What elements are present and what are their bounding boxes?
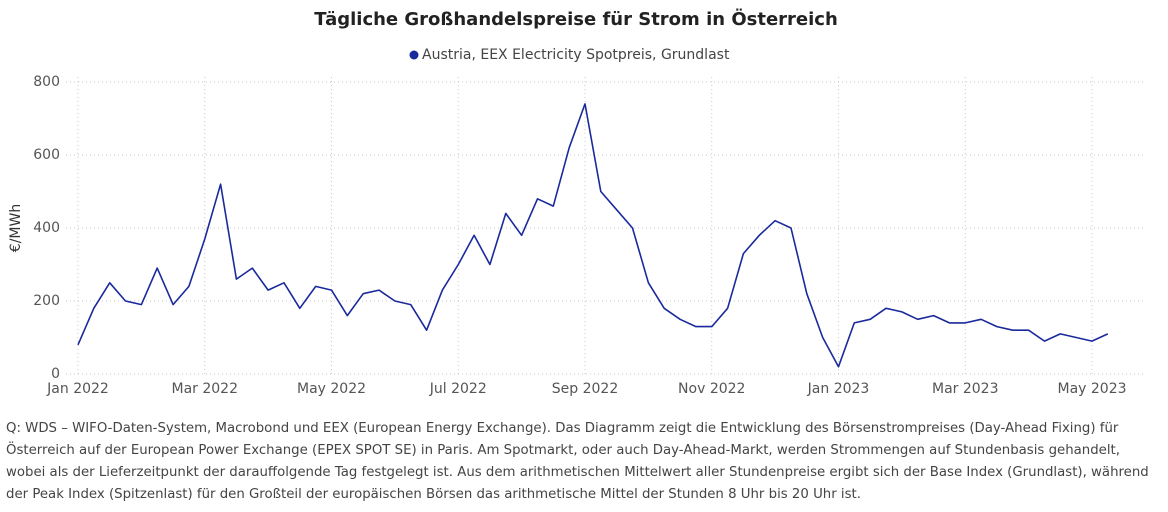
legend-marker bbox=[409, 50, 419, 60]
x-tick-label: Mar 2023 bbox=[932, 381, 999, 397]
x-tick-label: May 2023 bbox=[1057, 381, 1126, 397]
line-series bbox=[77, 103, 1109, 368]
chart-title: Tägliche Großhandelspreise für Strom in … bbox=[314, 8, 838, 30]
x-tick-label: Jan 2022 bbox=[46, 381, 109, 397]
x-tick-label: Mar 2022 bbox=[172, 381, 239, 397]
x-tick-label: Jan 2023 bbox=[807, 381, 870, 397]
x-tick-label: May 2022 bbox=[297, 381, 366, 397]
legend-label: Austria, EEX Electricity Spotpreis, Grun… bbox=[422, 47, 730, 63]
x-tick-label: Nov 2022 bbox=[678, 381, 745, 397]
y-tick-label: 800 bbox=[33, 74, 60, 90]
y-tick-label: 600 bbox=[33, 147, 60, 163]
x-tick-label: Sep 2022 bbox=[552, 381, 618, 397]
y-tick-label: 0 bbox=[51, 366, 60, 382]
y-tick-label: 400 bbox=[33, 220, 60, 236]
footnote: Q: WDS – WIFO-Daten-System, Macrobond un… bbox=[6, 421, 1149, 502]
chart: Tägliche Großhandelspreise für Strom in … bbox=[8, 8, 1145, 397]
x-tick-label: Jul 2022 bbox=[429, 381, 487, 397]
y-tick-label: 200 bbox=[33, 293, 60, 309]
y-axis-label: €/MWh bbox=[8, 204, 24, 252]
